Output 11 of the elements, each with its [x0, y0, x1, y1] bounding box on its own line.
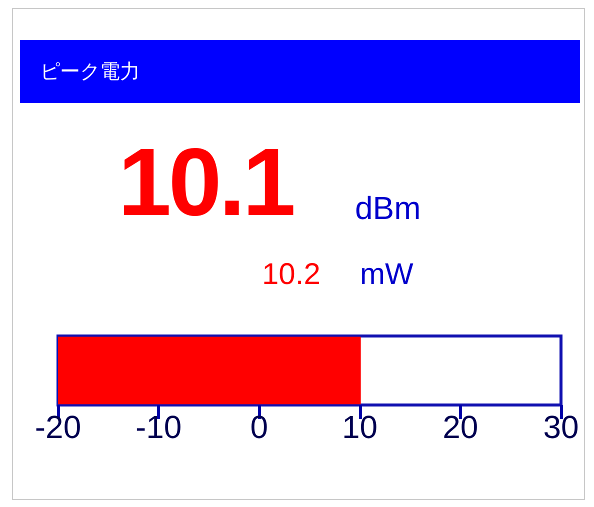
x-tick-label: 20 — [442, 409, 478, 445]
x-tick-label: -10 — [135, 409, 182, 445]
text: dBm — [355, 190, 421, 227]
text: 10.1 — [118, 128, 293, 238]
chart-title: ピーク電力 — [20, 40, 580, 103]
x-tick-label: 0 — [250, 409, 268, 445]
x-tick-label: 30 — [543, 409, 579, 445]
text: mW — [360, 258, 414, 292]
x-tick-label: -20 — [34, 409, 82, 445]
text: 10.2 — [262, 258, 320, 292]
x-tick-label: 10 — [342, 409, 378, 445]
